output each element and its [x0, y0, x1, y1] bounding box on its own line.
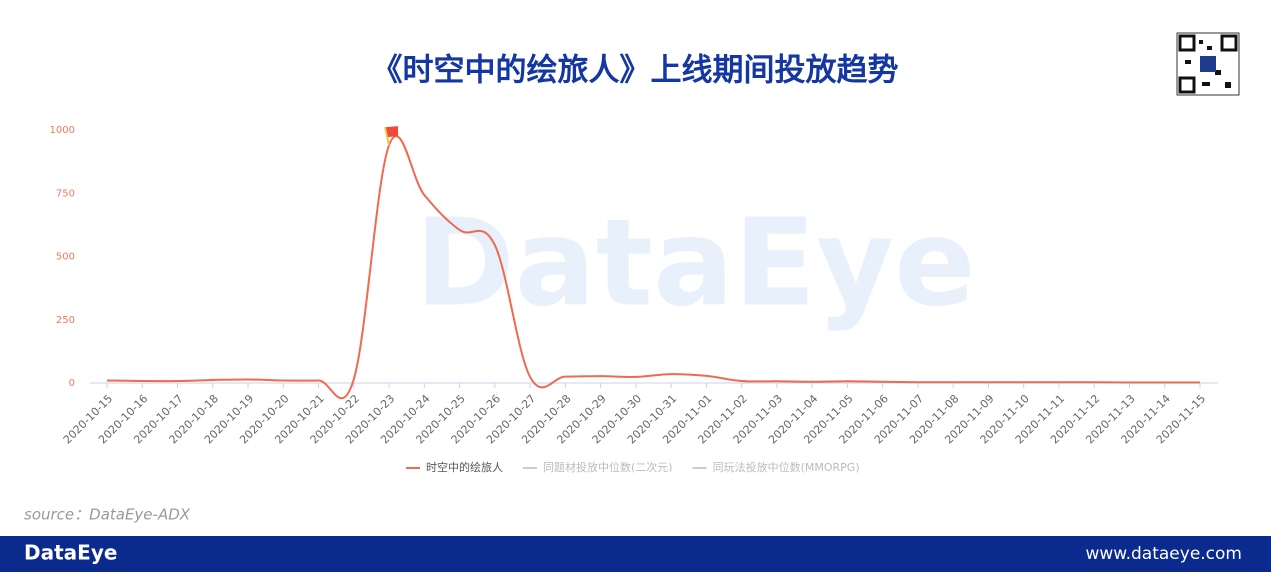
footer-url: www.dataeye.com	[1085, 544, 1242, 564]
peak-flag-pole	[384, 126, 391, 146]
source: source：DataEye-ADX	[24, 506, 191, 524]
y-tick-label: 0	[69, 378, 75, 389]
footer-bar	[0, 536, 1271, 572]
y-tick-label: 250	[56, 315, 75, 326]
legend-label: 同玩法投放中位数(MMORPG)	[713, 460, 860, 474]
y-tick-label: 750	[56, 188, 75, 199]
chart-title: 《时空中的绘旅人》上线期间投放趋势	[372, 53, 899, 89]
footer-brand: DataEye	[24, 541, 117, 565]
series-line	[106, 135, 1200, 400]
legend-label: 同题材投放中位数(二次元)	[543, 460, 673, 474]
y-tick-label: 1000	[50, 125, 75, 136]
y-tick-label: 500	[56, 252, 75, 263]
peak-flag	[386, 126, 399, 138]
legend-label: 时空中的绘旅人	[426, 460, 503, 474]
watermark: DataEye	[415, 195, 976, 334]
qr-code	[1176, 32, 1240, 96]
